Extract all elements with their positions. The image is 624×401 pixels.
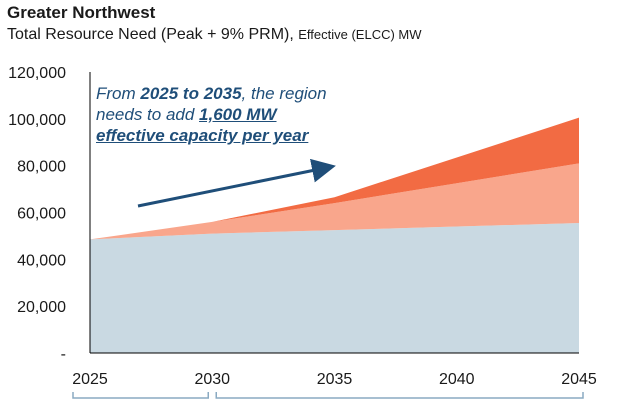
y-tick-label: 20,000	[17, 299, 66, 316]
annotation-text-1: From	[96, 84, 141, 103]
area-series-3	[90, 117, 579, 240]
subtitle-units: Effective (ELCC) MW	[298, 27, 422, 42]
y-tick-label: -	[61, 346, 66, 363]
bracket-2025-2030	[72, 392, 209, 399]
area-series-1	[90, 223, 579, 353]
x-tick-label: 2030	[194, 371, 230, 388]
chart-subtitle: Total Resource Need (Peak + 9% PRM), Eff…	[7, 26, 422, 44]
area-series-2	[90, 163, 579, 240]
chart-title: Greater Northwest	[7, 3, 156, 22]
trend-arrow	[137, 158, 336, 208]
x-tick-label: 2035	[317, 371, 353, 388]
y-tick-label: 120,000	[8, 65, 66, 82]
y-tick-label: 40,000	[17, 252, 66, 269]
annotation-capacity: effective capacity per year	[96, 126, 309, 145]
annotation-mw: 1,600 MW	[199, 105, 277, 124]
x-tick-label: 2025	[72, 371, 108, 388]
annotation-text-2: , the region needs to add	[96, 84, 327, 124]
y-tick-label: 60,000	[17, 206, 66, 223]
annotation-years: 2025 to 2035	[140, 84, 242, 103]
x-tick-label: 2040	[439, 371, 475, 388]
y-tick-label: 80,000	[17, 159, 66, 176]
bracket-2030-2045	[215, 392, 584, 399]
x-tick-label: 2045	[561, 371, 597, 388]
subtitle-main: Total Resource Need (Peak + 9% PRM),	[7, 26, 294, 43]
y-tick-label: 100,000	[8, 112, 66, 129]
chart-annotation: From 2025 to 2035, the region needs to a…	[96, 83, 366, 146]
